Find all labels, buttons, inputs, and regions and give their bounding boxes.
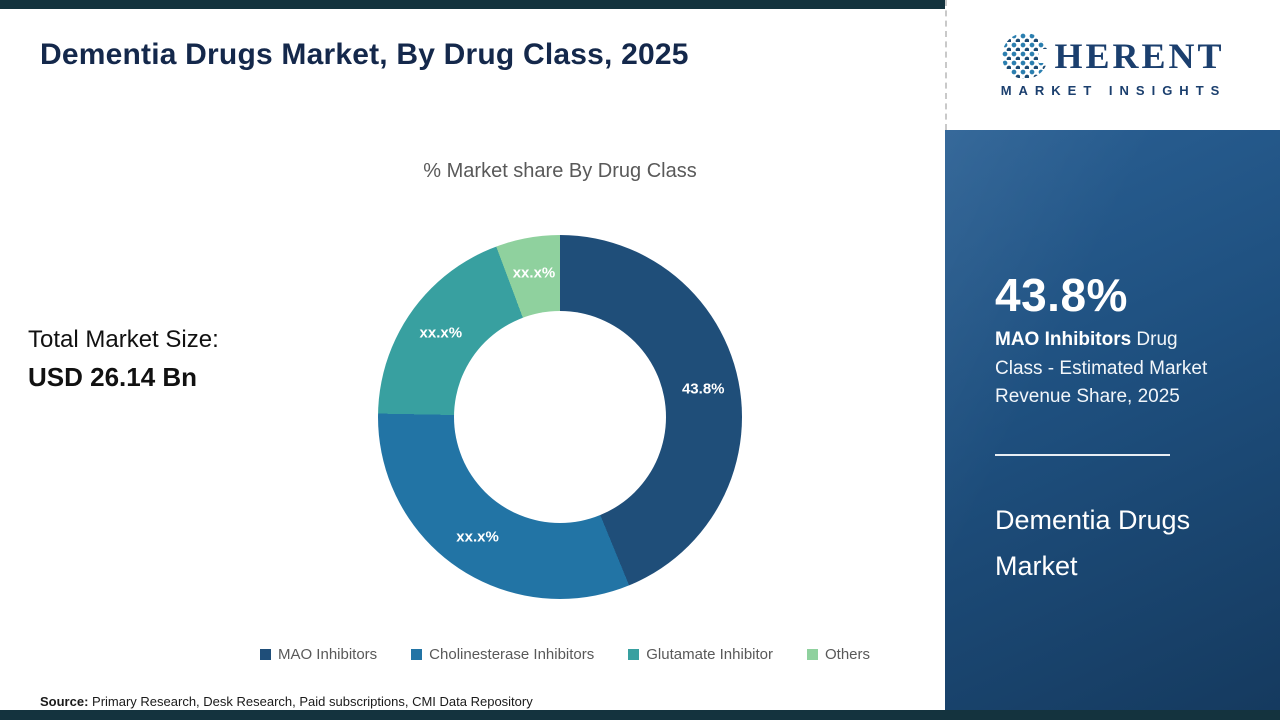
company-logo: HERENT MARKET INSIGHTS (945, 0, 1280, 130)
page-title: Dementia Drugs Market, By Drug Class, 20… (40, 38, 689, 71)
legend-label-glutamate-inhibitor: Glutamate Inhibitor (646, 646, 773, 663)
legend-swatch-glutamate-inhibitor (628, 649, 640, 660)
legend-swatch-mao-inhibitors (259, 649, 271, 660)
chart-legend: MAO Inhibitors Cholinesterase Inhibitors… (190, 646, 940, 663)
donut-hole (454, 311, 666, 523)
panel-divider (995, 454, 1170, 456)
legend-item-cholinesterase-inhibitors: Cholinesterase Inhibitors (411, 646, 594, 663)
logo-brand-text: HERENT (1054, 35, 1225, 76)
source-attribution: Source: Primary Research, Desk Research,… (40, 694, 533, 709)
legend-swatch-others (807, 649, 818, 660)
legend-item-mao-inhibitors: MAO Inhibitors (259, 646, 378, 663)
chart-title: % Market share By Drug Class (423, 160, 697, 182)
total-market-size-label: Total Market Size: (28, 326, 219, 353)
slice-label-others: xx.x% (512, 264, 556, 282)
total-market-size-block: Total Market Size: USD 26.14 Bn (28, 326, 219, 393)
coherent-globe-icon (1002, 32, 1052, 79)
slice-label-mao-inhibitors: 43.8% (681, 380, 725, 398)
highlight-stat-description: MAO Inhibitors Drug Class - Estimated Ma… (995, 326, 1230, 412)
slice-label-cholinesterase-inhibitors: xx.x% (456, 528, 499, 546)
top-accent-bar (0, 0, 1280, 9)
legend-label-cholinesterase-inhibitors: Cholinesterase Inhibitors (429, 646, 595, 663)
legend-item-glutamate-inhibitor: Glutamate Inhibitor (628, 646, 773, 663)
legend-label-others: Others (825, 646, 871, 663)
logo-row: HERENT (1002, 32, 1225, 79)
total-market-size-value: USD 26.14 Bn (28, 362, 198, 392)
logo-tagline: MARKET INSIGHTS (1000, 82, 1227, 98)
source-label: Source: (40, 694, 89, 709)
highlight-stat-rest: Drug Class - Estimated Market Revenue Sh… (995, 329, 1208, 407)
source-text: Primary Research, Desk Research, Paid su… (88, 694, 533, 709)
donut-chart: 43.8% xx.x% xx.x% xx.x% (378, 235, 742, 599)
slice-label-glutamate-inhibitor: xx.x% (419, 324, 463, 342)
highlight-panel: 43.8% MAO Inhibitors Drug Class - Estima… (945, 130, 1280, 710)
highlight-stat-value: 43.8% (995, 269, 1128, 321)
legend-label-mao-inhibitors: MAO Inhibitors (277, 646, 378, 663)
legend-swatch-cholinesterase-inhibitors (411, 649, 423, 660)
report-name: Dementia Drugs Market (995, 505, 1191, 581)
bottom-accent-bar (0, 710, 1280, 720)
legend-item-others: Others (807, 646, 870, 663)
highlight-stat-segment: MAO Inhibitors (995, 329, 1132, 350)
